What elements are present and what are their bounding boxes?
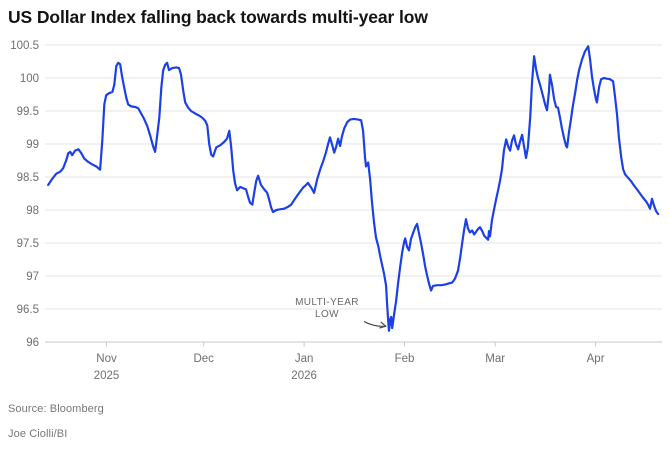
author-byline: Joe Ciolli/BI xyxy=(8,428,68,440)
y-tick-label: 98 xyxy=(26,205,39,217)
y-tick-label: 97 xyxy=(26,271,39,283)
y-tick-label: 98.5 xyxy=(17,172,39,184)
annotation-line1: MULTI-YEAR xyxy=(295,297,359,308)
x-tick-label-month: Mar xyxy=(485,353,505,365)
annotation-line2: LOW xyxy=(315,308,339,320)
multi-year-low-annotation: MULTI-YEAR LOW xyxy=(279,297,375,320)
y-tick-label: 100.5 xyxy=(10,40,39,52)
y-tick-label: 99 xyxy=(26,139,39,151)
x-tick-label-month: Nov xyxy=(96,353,117,365)
y-tick-label: 96 xyxy=(26,337,39,349)
y-tick-label: 99.5 xyxy=(17,106,39,118)
y-tick-label: 96.5 xyxy=(17,304,39,316)
x-tick-label-month: Dec xyxy=(193,353,214,365)
x-tick-label-month: Feb xyxy=(395,353,415,365)
annotation-arrowhead xyxy=(380,321,387,327)
chart-title: US Dollar Index falling back towards mul… xyxy=(8,7,428,27)
y-tick-label: 97.5 xyxy=(17,238,39,250)
y-tick-label: 100 xyxy=(20,73,39,85)
source-credit: Source: Bloomberg xyxy=(8,403,104,415)
x-tick-label-month: Jan xyxy=(295,353,314,365)
x-tick-label-year: 2026 xyxy=(291,370,317,382)
x-tick-label-month: Apr xyxy=(587,353,605,365)
x-tick-label-year: 2025 xyxy=(94,370,120,382)
index-series-line xyxy=(47,45,660,332)
annotation-arrowhead xyxy=(379,325,387,329)
